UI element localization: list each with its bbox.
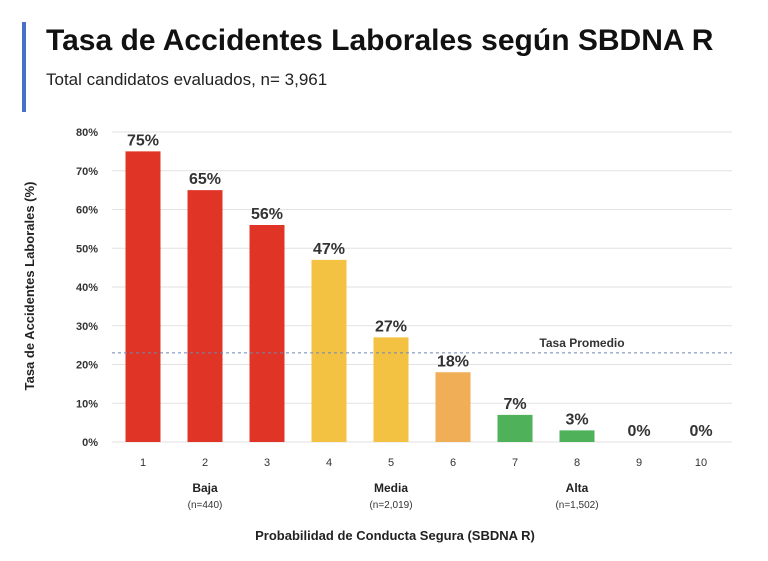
- bar-value-label: 56%: [251, 206, 283, 223]
- group-label: Baja: [192, 481, 218, 495]
- y-tick-label: 60%: [76, 205, 98, 217]
- x-axis-title: Probabilidad de Conducta Segura (SBDNA R…: [255, 528, 535, 543]
- y-axis-ticks: 0% 10% 20% 30% 40% 50% 60% 70% 80%: [76, 127, 98, 449]
- y-tick-label: 80%: [76, 127, 98, 139]
- x-tick-label: 9: [636, 457, 642, 469]
- bar-value-label: 65%: [189, 171, 221, 188]
- group-label: Alta: [566, 481, 589, 495]
- bar: [187, 190, 223, 442]
- x-tick-label: 7: [512, 457, 518, 469]
- title-accent-bar: [22, 22, 26, 112]
- y-tick-label: 20%: [76, 360, 98, 372]
- bar-value-label: 18%: [437, 353, 469, 370]
- bar-value-label: 0%: [689, 423, 712, 440]
- bar-value-label: 0%: [627, 423, 650, 440]
- y-tick-label: 50%: [76, 243, 98, 255]
- bars: [125, 151, 595, 442]
- x-tick-label: 5: [388, 457, 394, 469]
- group-label: Media: [374, 481, 408, 495]
- bar-value-labels: 75% 65% 56% 47% 27% 18% 7% 3% 0% 0%: [127, 132, 713, 440]
- bar: [497, 414, 533, 442]
- y-tick-label: 10%: [76, 398, 98, 410]
- bar: [311, 259, 347, 442]
- y-tick-label: 0%: [82, 437, 98, 449]
- group-count-label: (n=440): [188, 500, 223, 511]
- group-count-label: (n=2,019): [369, 500, 412, 511]
- bar: [435, 372, 471, 442]
- x-tick-label: 6: [450, 457, 456, 469]
- y-tick-label: 40%: [76, 282, 98, 294]
- bar-value-label: 47%: [313, 241, 345, 258]
- bar: [373, 337, 409, 442]
- x-tick-label: 1: [140, 457, 146, 469]
- x-tick-label: 10: [695, 457, 707, 469]
- average-line-label: Tasa Promedio: [539, 336, 624, 350]
- x-tick-label: 4: [326, 457, 332, 469]
- bar: [249, 225, 285, 442]
- x-tick-label: 2: [202, 457, 208, 469]
- bar: [125, 151, 161, 442]
- bar-value-label: 75%: [127, 132, 159, 149]
- category-groups: Baja (n=440) Media (n=2,019) Alta (n=1,502): [188, 481, 599, 511]
- chart-title: Tasa de Accidentes Laborales según SBDNA…: [46, 24, 714, 57]
- x-tick-label: 3: [264, 457, 270, 469]
- bar-value-label: 3%: [565, 411, 588, 428]
- average-line-group: Tasa Promedio: [112, 336, 732, 354]
- x-axis-ticks: 1 2 3 4 5 6 7 8 9 10: [140, 457, 707, 469]
- chart-subtitle: Total candidatos evaluados, n= 3,961: [46, 70, 328, 89]
- y-axis-title: Tasa de Accidentes Laborales (%): [22, 182, 37, 391]
- bar-value-label: 27%: [375, 318, 407, 335]
- group-count-label: (n=1,502): [555, 500, 598, 511]
- y-tick-label: 70%: [76, 166, 98, 178]
- bar-value-label: 7%: [503, 396, 526, 413]
- bar: [559, 430, 595, 442]
- x-tick-label: 8: [574, 457, 580, 469]
- y-tick-label: 30%: [76, 321, 98, 333]
